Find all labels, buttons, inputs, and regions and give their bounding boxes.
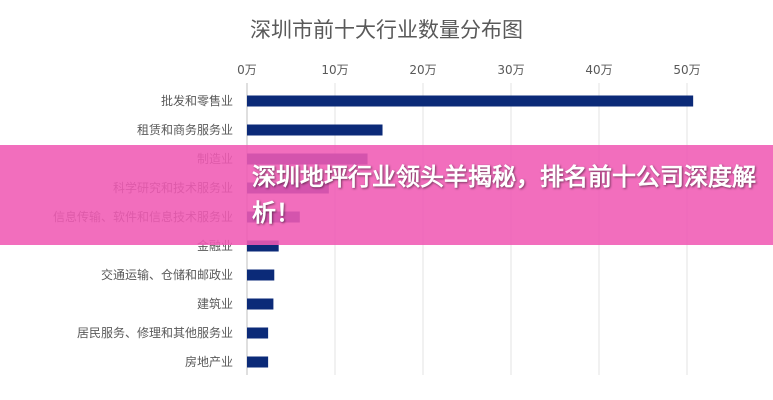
bar [247,298,274,310]
bar [247,95,694,107]
x-tick-label: 30万 [497,63,524,77]
bar [247,240,279,252]
x-tick-label: 50万 [673,63,700,77]
headline-text: 深圳地坪行业领头羊揭秘，排名前十公司深度解析！ [252,163,756,227]
category-label: 居民服务、修理和其他服务业 [77,325,233,340]
chart-title: 深圳市前十大行业数量分布图 [250,18,523,42]
x-tick-label: 40万 [585,63,612,77]
category-label: 房地产业 [185,354,233,369]
bar [247,269,275,281]
category-label: 租赁和商务服务业 [137,122,233,137]
x-tick-label: 20万 [409,63,436,77]
category-label: 建筑业 [197,296,233,311]
x-tick-label: 10万 [321,63,348,77]
category-label: 批发和零售业 [161,93,233,108]
headline-banner: 深圳地坪行业领头羊揭秘，排名前十公司深度解析！ [0,145,773,245]
x-tick-label: 0万 [237,63,257,77]
bar [247,356,269,368]
category-label: 交通运输、仓储和邮政业 [101,267,233,282]
bar [247,124,383,136]
bar [247,327,269,339]
